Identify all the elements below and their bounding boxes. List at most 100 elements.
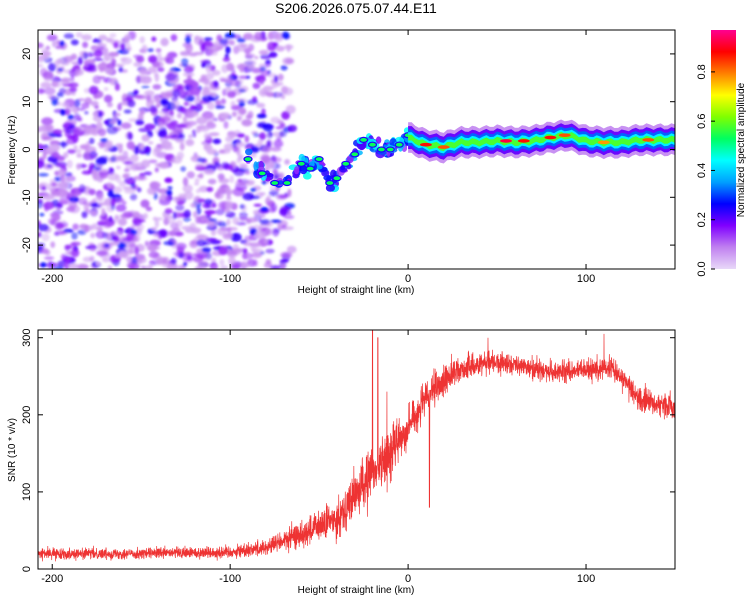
noise-blob: [48, 62, 56, 72]
noise-blob: [164, 208, 173, 215]
noise-blob: [91, 210, 97, 216]
spectrogram-x-tick-label: 0: [405, 273, 411, 285]
transition-peak: [350, 151, 360, 158]
noise-blob: [154, 163, 163, 167]
noise-blob: [96, 220, 107, 226]
noise-blob: [223, 143, 235, 151]
noise-blob: [233, 248, 242, 255]
noise-blob: [134, 246, 140, 255]
spectrogram-x-label: Height of straight line (km): [298, 285, 415, 296]
noise-blobs: [38, 30, 297, 269]
noise-blob: [44, 87, 56, 95]
noise-blob: [209, 240, 221, 245]
spectrogram-marks: [38, 30, 675, 269]
noise-blob: [226, 90, 237, 98]
noise-blob: [38, 143, 43, 148]
noise-blob: [269, 185, 278, 192]
noise-blob: [68, 125, 76, 129]
noise-blob: [226, 218, 231, 226]
noise-blob: [181, 58, 189, 67]
noise-blob: [148, 251, 160, 259]
snr-y-tick-label: 0: [21, 566, 33, 572]
noise-blob: [52, 157, 59, 166]
noise-blob: [92, 111, 99, 117]
noise-blob: [103, 52, 111, 62]
noise-blob: [212, 138, 222, 145]
noise-blob: [236, 43, 246, 52]
noise-blob: [207, 178, 217, 185]
noise-blob: [50, 241, 56, 248]
noise-blob: [107, 189, 114, 199]
noise-blob: [56, 202, 63, 209]
snr-y-tick-label: 100: [21, 483, 33, 501]
noise-blob: [205, 41, 214, 48]
noise-blob: [83, 151, 92, 159]
noise-blob: [176, 124, 187, 128]
noise-blob: [97, 193, 104, 202]
noise-blob: [135, 56, 145, 63]
noise-blob: [160, 37, 169, 47]
colorbar-scale: [711, 30, 736, 269]
noise-blob: [60, 176, 72, 183]
carrier-peak: [437, 145, 450, 149]
noise-blob: [253, 32, 263, 41]
noise-blob: [68, 68, 77, 78]
noise-blob: [218, 246, 228, 256]
noise-blob: [182, 116, 188, 123]
noise-blob: [136, 175, 148, 181]
noise-blob: [107, 37, 115, 42]
noise-blob: [64, 172, 73, 177]
noise-blob: [59, 181, 68, 190]
noise-blob: [136, 75, 141, 84]
noise-blob: [51, 99, 59, 106]
noise-blob: [201, 89, 210, 97]
noise-blob: [111, 116, 116, 120]
noise-blob: [196, 239, 207, 247]
noise-blob: [268, 190, 279, 197]
snr-series-line: [38, 330, 675, 562]
noise-blob: [117, 103, 122, 111]
noise-blob: [268, 51, 278, 58]
noise-blob: [180, 166, 187, 172]
transition-peak: [385, 146, 395, 153]
noise-blob: [61, 61, 70, 66]
snr-x-tick-label: 100: [577, 573, 595, 585]
noise-blob: [219, 37, 229, 45]
noise-blob: [285, 58, 294, 64]
noise-blob: [88, 225, 94, 231]
noise-blob: [43, 78, 53, 82]
noise-blob: [57, 260, 66, 268]
noise-blob: [98, 168, 110, 173]
noise-blob: [270, 203, 278, 212]
transition-peak: [341, 160, 351, 167]
noise-blob: [81, 211, 88, 219]
noise-blob: [225, 232, 234, 237]
noise-blob: [49, 179, 56, 183]
spectrogram-y-tick-label: 20: [21, 48, 33, 60]
noise-blob: [51, 212, 60, 221]
noise-blob: [185, 139, 195, 147]
colorbar-tick-label: 0.4: [696, 163, 708, 178]
noise-blob: [116, 165, 121, 170]
noise-blob: [259, 79, 264, 85]
noise-blob: [95, 261, 101, 266]
noise-blob: [242, 192, 255, 201]
colorbar-ticks: 0.0 0.2 0.4 0.6 0.8: [696, 64, 715, 277]
noise-blob: [226, 62, 234, 72]
noise-blob: [110, 197, 116, 207]
noise-blob: [226, 201, 233, 210]
noise-blob: [211, 69, 221, 76]
noise-blob: [50, 190, 61, 196]
noise-blob: [121, 57, 133, 65]
noise-blob: [229, 132, 239, 137]
noise-blob: [144, 90, 155, 97]
noise-blob: [250, 187, 257, 192]
noise-blob: [247, 110, 254, 119]
noise-blob: [139, 110, 146, 116]
noise-blob: [93, 49, 103, 58]
noise-blob: [92, 38, 102, 43]
noise-blob: [284, 159, 290, 165]
noise-blob: [265, 248, 275, 254]
noise-blob: [54, 232, 60, 236]
noise-blob: [183, 209, 191, 218]
